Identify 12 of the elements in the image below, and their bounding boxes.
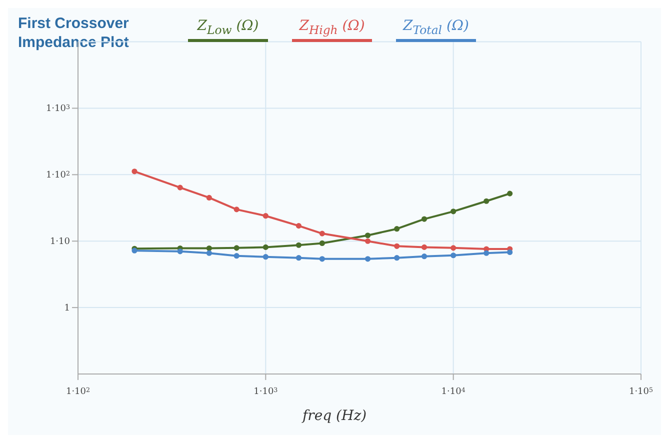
x-tick-label: 1·10$^{2}$ xyxy=(66,386,90,397)
x-axis-title: freq (Hz) xyxy=(300,408,368,424)
x-tick-label: 1·10$^{4}$ xyxy=(441,386,466,397)
text: Z$_{High}$ (Ω) xyxy=(299,18,365,37)
y-tick-label: 1 xyxy=(64,304,70,314)
y-tick-label: 1·10$^{2}$ xyxy=(46,170,70,181)
text: Z$_{Low}$ (Ω) xyxy=(197,18,259,37)
x-tick-label: 1·10$^{3}$ xyxy=(254,386,278,397)
text: Z$_{Total}$ (Ω) xyxy=(403,18,469,37)
x-tick-label: 1·10$^{5}$ xyxy=(628,386,654,397)
y-tick-label: 1·10$^{3}$ xyxy=(46,104,70,114)
y-tick-label: 1·10 xyxy=(50,237,70,248)
